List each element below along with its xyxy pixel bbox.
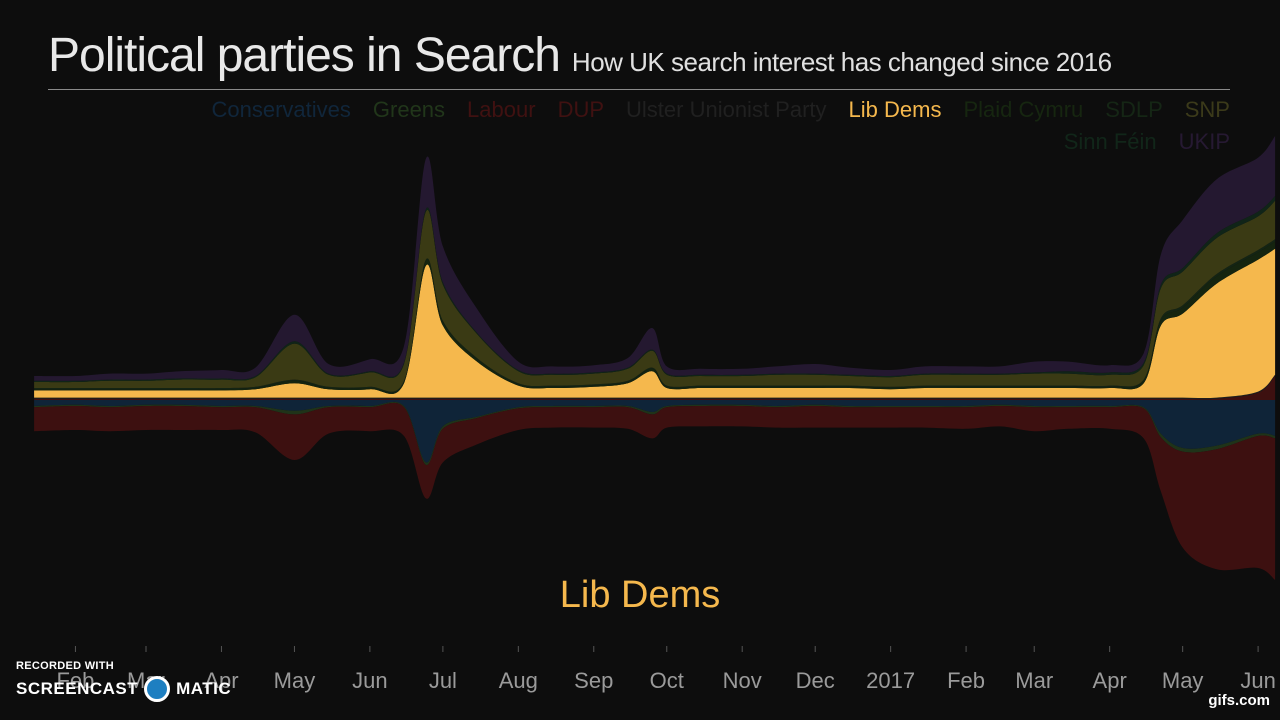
stream-snp bbox=[34, 200, 1276, 392]
x-tick-label: Mar bbox=[1015, 668, 1053, 693]
legend-item-ukip[interactable]: UKIP bbox=[1178, 129, 1230, 154]
legend-item-sdlp[interactable]: SDLP bbox=[1105, 97, 1163, 122]
x-tick-label: Aug bbox=[499, 668, 538, 693]
stream-conservatives bbox=[34, 400, 1276, 463]
legend-item-sinn-fe-in[interactable]: Sinn Féin bbox=[1063, 129, 1157, 154]
x-tick-label: Jun bbox=[1240, 668, 1275, 693]
watermark-recorded-with: RECORDED WITH bbox=[16, 660, 115, 672]
stream-lib-dems bbox=[34, 248, 1276, 399]
x-tick-label: Feb bbox=[56, 668, 94, 693]
legend: Conservatives Greens Labour DUP Ulster Union… bbox=[110, 96, 1231, 156]
highlighted-series-label: Lib Dems bbox=[559, 574, 721, 616]
legend-item-labour[interactable]: Labour bbox=[467, 97, 536, 122]
watermark-brand-right: MATIC bbox=[176, 679, 232, 698]
gifs-watermark: gifs.com bbox=[1208, 692, 1270, 709]
legend-item-plaid-cymru[interactable]: Plaid Cymru bbox=[963, 97, 1084, 122]
x-tick-label: Nov bbox=[723, 668, 762, 693]
x-tick-label: Oct bbox=[650, 668, 684, 693]
legend-item-snp[interactable]: SNP bbox=[1184, 97, 1230, 122]
legend-item-lib-dems[interactable]: Lib Dems bbox=[848, 97, 942, 122]
x-tick-label: May bbox=[274, 668, 316, 693]
x-tick-label: Apr bbox=[204, 668, 238, 693]
stream-ukip bbox=[34, 136, 1276, 381]
x-tick-label: Dec bbox=[796, 668, 835, 693]
screencast-logo-icon bbox=[144, 676, 171, 702]
x-tick-label: Apr bbox=[1093, 668, 1127, 693]
watermark-brand-left: SCREENCAST bbox=[16, 679, 139, 698]
chart-title: Political parties in Search bbox=[48, 29, 561, 82]
legend-item-greens[interactable]: Greens bbox=[372, 97, 446, 122]
x-tick-label: May bbox=[1162, 668, 1204, 693]
x-tick-label: Feb bbox=[947, 668, 985, 693]
x-axis: Feb Mar Apr May Jun Jul Aug Sep Oct Nov Dec 2017 Feb… bbox=[56, 646, 1276, 693]
x-tick-label: Sep bbox=[574, 668, 613, 693]
title-divider bbox=[48, 89, 1230, 90]
chart-subtitle: How UK search interest has changed since… bbox=[571, 47, 1112, 77]
legend-item-dup[interactable]: DUP bbox=[557, 97, 605, 122]
legend-item-ulster-unionist-party[interactable]: Ulster Unionist Party bbox=[626, 97, 827, 122]
x-tick-label: 2017 bbox=[866, 668, 915, 693]
screencast-watermark: RECORDED WITH SCREENCAST MATIC bbox=[16, 660, 231, 702]
x-tick-label: Jun bbox=[352, 668, 387, 693]
title-row: Political parties in Search How UK search… bbox=[48, 28, 1230, 86]
legend-item-conservatives[interactable]: Conservatives bbox=[211, 97, 351, 122]
stream-areas bbox=[34, 136, 1276, 580]
watermark-brand: SCREENCAST MATIC bbox=[16, 676, 231, 702]
x-tick-label: Jul bbox=[429, 668, 457, 693]
stream-labour bbox=[34, 402, 1276, 580]
